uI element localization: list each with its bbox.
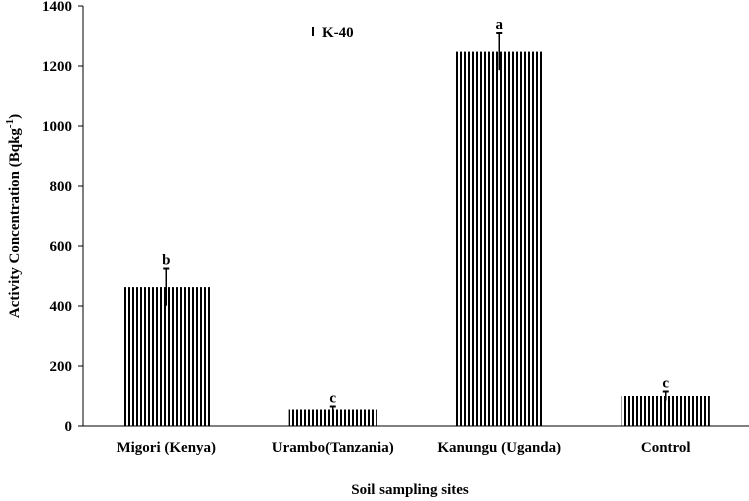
legend: K-40	[311, 25, 354, 41]
y-tick-label: 200	[50, 359, 73, 375]
y-tick-label: 800	[50, 179, 73, 195]
y-tick-label: 400	[50, 299, 73, 315]
y-tick-label: 1000	[42, 119, 72, 135]
legend-label: K-40	[322, 25, 354, 41]
y-tick-label: 1400	[42, 0, 72, 15]
y-tick-label: 0	[65, 419, 73, 435]
x-category-label: Kanungu (Uganda)	[437, 440, 561, 456]
bar	[122, 287, 211, 426]
y-axis-title: Activity Concentration (Bqkg-1)	[4, 114, 23, 318]
bar	[455, 51, 544, 426]
legend-swatch	[311, 27, 316, 36]
x-category-label: Urambo(Tanzania)	[272, 440, 394, 456]
y-tick-label: 600	[50, 239, 73, 255]
bar	[288, 409, 377, 426]
significance-letter: c	[329, 391, 336, 407]
significance-letter: c	[662, 376, 669, 392]
x-category-label: Migori (Kenya)	[116, 440, 216, 456]
bars: b c a c	[122, 17, 710, 426]
x-axis-labels: Migori (Kenya) Urambo(Tanzania) Kanungu (U…	[116, 440, 690, 456]
significance-letter: a	[496, 17, 504, 33]
significance-letter: b	[162, 253, 170, 269]
x-axis-title: Soil sampling sites	[351, 482, 469, 498]
y-axis-ticks: 0 200 400 600 800 1000 1200 1400	[42, 0, 83, 435]
bar	[621, 396, 710, 426]
x-category-label: Control	[641, 440, 691, 456]
y-tick-label: 1200	[42, 59, 72, 75]
